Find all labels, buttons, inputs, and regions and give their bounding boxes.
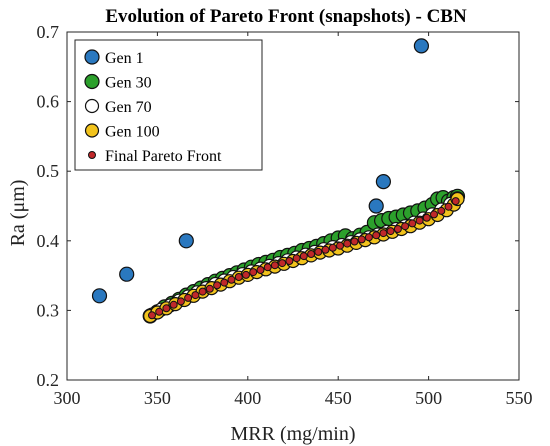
- data-point: [415, 216, 424, 225]
- y-tick-label: 0.2: [37, 370, 60, 390]
- y-tick-label: 0.7: [37, 22, 60, 42]
- axis-ticks: 300 350 400 450 500 550 0.2 0.3 0.4 0.5 0.6 0.7: [37, 22, 533, 408]
- data-point: [256, 266, 265, 274]
- legend-item-final-pareto-front: Final Pareto Front: [88, 148, 222, 165]
- data-point: [198, 287, 207, 296]
- data-point: [263, 263, 272, 272]
- legend-item-gen-30: Gen 30: [84, 73, 152, 92]
- data-point: [408, 219, 417, 228]
- data-point: [314, 247, 323, 256]
- y-tick-label: 0.4: [37, 231, 60, 251]
- y-tick-label: 0.5: [37, 161, 60, 181]
- data-point: [343, 239, 352, 248]
- x-tick-label: 400: [234, 388, 261, 408]
- data-point: [422, 213, 431, 222]
- data-point: [321, 245, 330, 254]
- data-point: [444, 202, 453, 211]
- data-point: [307, 250, 316, 258]
- data-point: [401, 222, 410, 231]
- data-marks: [91, 38, 466, 324]
- legend-label: Gen 70: [105, 99, 152, 116]
- legend-item-gen-1: Gen 1: [84, 49, 144, 67]
- data-point: [234, 273, 243, 281]
- data-point: [176, 297, 185, 306]
- x-tick-label: 450: [325, 388, 352, 408]
- series-final-pareto-front: [148, 197, 460, 320]
- legend-label: Gen 30: [105, 75, 152, 92]
- legend-label: Gen 1: [105, 50, 144, 67]
- data-point: [242, 270, 250, 279]
- x-tick-label: 500: [415, 388, 442, 408]
- legend-marker: [84, 123, 100, 138]
- x-axis-label: MRR (mg/min): [230, 423, 355, 445]
- x-tick-label: 350: [144, 388, 171, 408]
- legend: Gen 1 Gen 30 Gen 70 Gen 100 Final Pareto Fro…: [74, 39, 263, 171]
- data-point: [379, 229, 388, 238]
- data-point: [336, 241, 344, 250]
- legend-label: Gen 100: [105, 124, 160, 141]
- data-point: [162, 304, 171, 313]
- legend-item-gen-100: Gen 100: [84, 123, 160, 141]
- legend-marker: [84, 49, 100, 65]
- data-point: [220, 278, 229, 287]
- data-point: [155, 307, 164, 316]
- data-point: [368, 198, 384, 214]
- data-point: [430, 210, 438, 219]
- chart-title: Evolution of Pareto Front (snapshots) - …: [105, 6, 467, 27]
- y-axis-label: Ra (μm): [7, 180, 29, 247]
- data-point: [227, 275, 236, 284]
- data-point: [451, 197, 460, 206]
- data-point: [278, 259, 287, 268]
- data-point: [350, 237, 359, 246]
- y-tick-label: 0.3: [37, 300, 60, 320]
- data-point: [178, 233, 194, 249]
- data-point: [375, 174, 391, 190]
- legend-marker: [84, 98, 100, 114]
- series-gen-1: [91, 38, 429, 304]
- data-point: [357, 235, 366, 244]
- data-point: [386, 227, 395, 236]
- data-point: [292, 254, 301, 263]
- legend-marker: [88, 151, 96, 159]
- x-tick-label: 300: [54, 388, 81, 408]
- data-point: [413, 38, 429, 54]
- data-point: [119, 266, 135, 282]
- legend-box: [74, 39, 263, 171]
- data-point: [191, 291, 200, 300]
- data-point: [184, 293, 193, 302]
- data-point: [148, 311, 156, 320]
- y-tick-label: 0.6: [37, 92, 60, 112]
- data-point: [437, 206, 446, 215]
- data-point: [364, 233, 373, 242]
- legend-item-gen-70: Gen 70: [84, 98, 152, 116]
- data-point: [91, 288, 108, 304]
- data-point: [169, 300, 178, 309]
- data-point: [393, 225, 402, 233]
- legend-marker: [84, 73, 100, 90]
- data-point: [249, 268, 258, 277]
- x-tick-label: 550: [506, 388, 533, 408]
- data-point: [270, 261, 279, 270]
- data-point: [328, 243, 337, 252]
- data-point: [372, 231, 381, 240]
- data-point: [285, 257, 294, 265]
- data-point: [213, 281, 222, 290]
- data-point: [299, 252, 308, 261]
- data-point: [205, 284, 214, 293]
- legend-label: Final Pareto Front: [105, 148, 222, 165]
